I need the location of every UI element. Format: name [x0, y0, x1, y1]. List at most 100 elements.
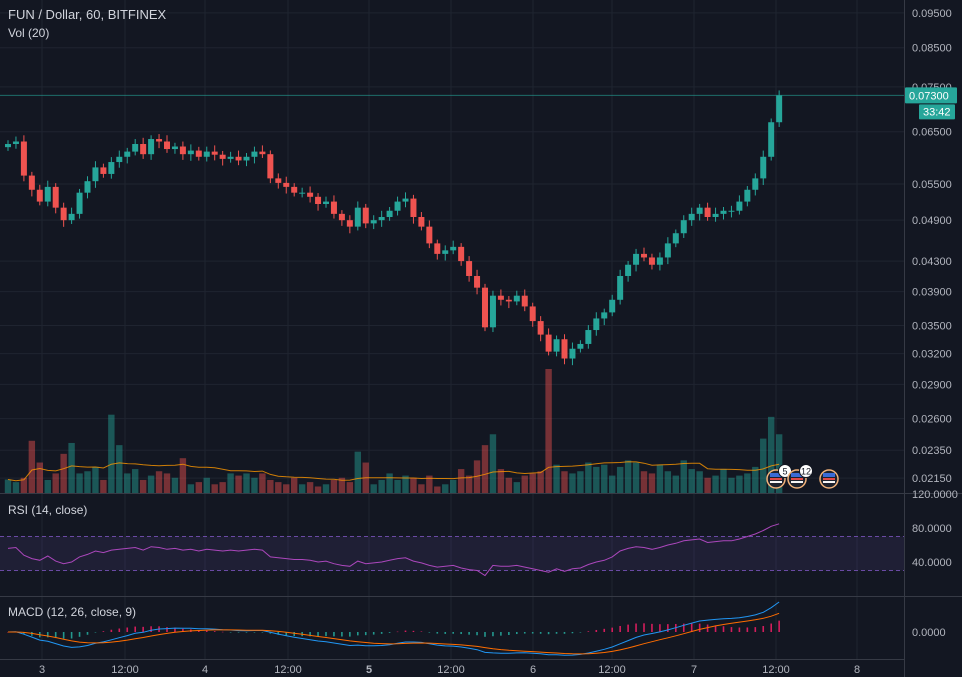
macd-histogram-bar: [357, 632, 359, 636]
price-axis[interactable]: 0.095000.085000.075000.065000.055000.049…: [912, 8, 958, 639]
volume-bar: [616, 466, 624, 493]
macd-histogram-bar: [245, 632, 248, 633]
macd-histogram-bar: [619, 625, 621, 632]
event-badge[interactable]: 12: [787, 464, 813, 489]
symbol-legend[interactable]: FUN / Dollar, 60, BITFINEX: [8, 7, 167, 22]
price-tick-label: 0.09500: [912, 8, 952, 20]
event-badges[interactable]: 5 12: [766, 464, 839, 489]
volume-bar: [259, 473, 266, 493]
volume-bar: [680, 460, 687, 493]
macd-histogram-bar: [388, 632, 391, 633]
macd-histogram-bar: [142, 626, 144, 632]
volume-bar: [513, 482, 520, 493]
volume-bar: [696, 471, 703, 493]
candle: [386, 207, 393, 221]
macd-histogram-bar: [285, 632, 288, 636]
volume-bar: [100, 479, 107, 493]
candle: [760, 150, 767, 186]
macd-histogram-bar: [150, 626, 152, 632]
candle: [76, 188, 83, 219]
volume-ma-line: [7, 461, 780, 482]
macd-histogram-bar: [269, 632, 272, 634]
macd-histogram-bar: [364, 632, 367, 636]
macd-histogram-bar: [420, 631, 423, 632]
macd-histogram-bar: [205, 630, 208, 632]
volume-bar: [4, 479, 12, 493]
price-tick-label: 0.02350: [912, 445, 952, 457]
macd-histogram-bar: [261, 632, 264, 633]
macd-histogram-bar: [404, 630, 407, 632]
macd-histogram-bar: [611, 627, 613, 632]
event-badge[interactable]: [819, 469, 839, 489]
volume-bar: [306, 482, 314, 493]
badge-count-bubble: [799, 464, 813, 478]
candle: [346, 215, 353, 234]
candle: [720, 207, 727, 220]
candle: [648, 253, 655, 270]
countdown-tag: [919, 104, 955, 120]
candle: [585, 325, 592, 349]
candle: [92, 161, 99, 188]
volume-bar: [465, 475, 473, 493]
rsi-legend[interactable]: RSI (14, close): [8, 503, 88, 517]
macd-legend[interactable]: MACD (12, 26, close, 9): [8, 605, 137, 619]
macd-histogram-bar: [293, 632, 295, 637]
macd-histogram-bar: [682, 623, 685, 632]
macd-histogram-bar: [762, 626, 765, 632]
candle: [12, 136, 19, 149]
candle: [227, 151, 234, 163]
macd-histogram-bar: [714, 625, 717, 632]
candle: [28, 171, 35, 197]
volume-bar: [370, 484, 377, 493]
volume-bar: [354, 451, 361, 493]
volume-bar: [108, 414, 115, 493]
macd-histogram-bar: [62, 632, 65, 639]
volume-bar: [434, 486, 441, 493]
volume-bar: [171, 477, 179, 493]
rsi-pane: [0, 523, 904, 577]
volume-bar: [68, 442, 75, 493]
volume-bar: [386, 473, 393, 493]
event-badge[interactable]: 5: [766, 464, 792, 489]
volume-bar: [124, 473, 131, 493]
macd-tick-label: 0.0000: [912, 627, 946, 639]
volume-bar: [283, 484, 290, 493]
candle: [315, 193, 322, 211]
volume-bar: [267, 479, 274, 493]
volume-bar: [577, 471, 584, 493]
volume-bar: [179, 458, 187, 493]
volume-bar: [704, 477, 711, 493]
macd-histogram-bar: [516, 632, 518, 635]
macd-histogram-bar: [460, 632, 462, 635]
volume-bar: [442, 484, 449, 493]
candle: [497, 289, 504, 306]
volume-bar: [36, 462, 43, 493]
candle: [505, 296, 512, 309]
price-tick-label: 0.03200: [912, 349, 952, 361]
candle: [569, 342, 576, 366]
volume-bar: [609, 475, 616, 493]
macd-histogram-bar: [476, 632, 478, 636]
volume-legend[interactable]: Vol (20): [8, 26, 50, 40]
time-tick-label: 4: [202, 664, 208, 676]
candle: [370, 215, 377, 230]
volume-bar: [752, 466, 759, 493]
candle: [330, 195, 337, 219]
volume-bar: [203, 477, 210, 493]
candle: [307, 186, 314, 203]
candle: [489, 290, 496, 333]
volume-bar: [521, 475, 528, 493]
candle: [243, 153, 250, 167]
macd-histogram-bar: [730, 627, 733, 632]
volume-bar: [330, 479, 338, 493]
candle: [235, 150, 242, 166]
candle: [776, 90, 783, 127]
macd-histogram-bar: [349, 632, 351, 637]
macd-histogram-bar: [444, 632, 447, 634]
macd-histogram-bar: [428, 632, 431, 633]
candle: [164, 135, 170, 153]
rsi-tick-label: 80.0000: [912, 523, 952, 535]
macd-histogram-bar: [436, 632, 439, 634]
time-axis[interactable]: 3 12:00 4 12:00 5 12:00 6 12:00 7 12:00 8: [39, 664, 860, 676]
